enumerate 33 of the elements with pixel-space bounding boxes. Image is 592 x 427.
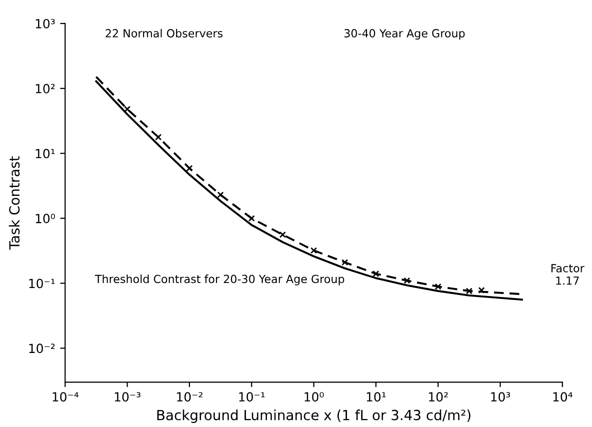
point [342,259,348,266]
point [248,215,255,222]
x-tick-label: 10⁻³ [114,392,140,402]
y-tick-label: 10¹ [36,148,55,158]
x-tick-label: 10² [428,392,448,402]
y-tick-label: 10⁻¹ [29,278,55,288]
point [124,106,131,112]
x-tick-label: 10⁻¹ [239,392,265,402]
x-tick-label: 10⁴ [553,392,572,402]
x-tick-label: 10⁰ [304,392,324,402]
y-tick-label: 10² [36,84,55,94]
x-tick-label: 10¹ [366,392,386,402]
point [310,247,318,254]
y-tick-label: 10³ [36,18,55,28]
annotation: Threshold Contrast for 20-30 Year Age Group [94,274,344,286]
point [155,134,162,140]
x-tick-label: 10⁻⁴ [52,392,78,402]
point [186,164,193,172]
y-axis-title: Task Contrast [8,156,20,250]
point [217,192,224,198]
annotation: Factor 1.17 [551,264,584,285]
point [279,231,286,238]
annotation: 22 Normal Observers [106,28,223,38]
point [434,283,442,290]
x-tick-label: 10³ [491,392,510,402]
point [372,270,380,278]
y-tick-label: 10⁰ [36,214,55,224]
annotation: 30-40 Year Age Group [344,29,465,40]
x-axis-title: Background Luminance x (1 fL or 3.43 cd/m²) [157,410,470,423]
point [404,277,410,284]
y-tick-label: 10⁻² [29,344,55,354]
x-tick-label: 10⁻² [177,392,202,402]
point [466,288,472,294]
